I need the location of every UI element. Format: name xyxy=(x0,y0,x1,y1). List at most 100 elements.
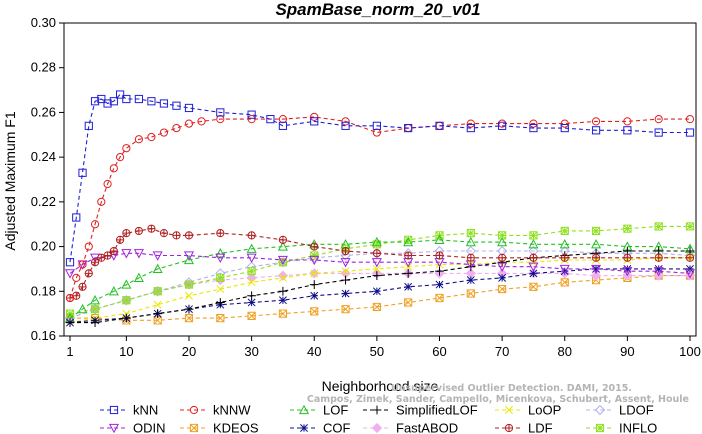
data-point-simplifiedlof xyxy=(121,313,131,323)
data-point-odin xyxy=(371,258,382,268)
data-point-ldf xyxy=(90,258,100,267)
data-point-lof xyxy=(497,236,508,247)
x-tick-label: 30 xyxy=(244,344,258,359)
data-point-knn xyxy=(341,121,350,130)
series-knn xyxy=(65,90,695,267)
x-axis: 1 10 20 30 40 50 60 70 80 90 100 xyxy=(66,336,701,359)
data-point-ldf xyxy=(78,282,87,291)
data-point-odin xyxy=(591,264,602,275)
data-point-loop xyxy=(216,285,225,294)
data-point-fastabod xyxy=(277,270,289,281)
data-point-knn xyxy=(72,213,81,222)
data-point-odin xyxy=(622,267,633,277)
series-line-lof xyxy=(69,239,691,319)
data-point-kdeos xyxy=(310,307,319,316)
data-point-ldf xyxy=(498,253,507,262)
data-point-knn xyxy=(216,108,225,117)
data-point-kdeos xyxy=(560,278,569,287)
data-point-lof xyxy=(465,236,476,247)
legend-marker-kdeos xyxy=(189,423,199,433)
data-point-knn xyxy=(65,258,75,267)
data-point-knnw xyxy=(116,153,125,162)
data-point-ldf xyxy=(591,253,601,262)
data-point-knn xyxy=(560,123,569,133)
data-point-inflo xyxy=(685,222,695,231)
data-point-ldf xyxy=(372,249,381,258)
legend-label: SimplifiedLOF xyxy=(396,403,478,418)
data-point-cof xyxy=(466,276,475,285)
data-point-inflo xyxy=(153,287,162,296)
series-line-fastabod xyxy=(69,272,690,319)
data-point-kdeos xyxy=(247,311,256,320)
data-point-loop xyxy=(341,267,350,276)
data-point-simplifiedlof xyxy=(184,304,194,314)
legend-item-odin: ODIN xyxy=(100,421,166,434)
legend-item-kdeos: KDEOS xyxy=(180,421,259,434)
legend-item-lof: LOF xyxy=(290,403,348,418)
data-point-ldf xyxy=(116,235,125,244)
data-point-knn xyxy=(172,101,181,110)
data-point-kdeos xyxy=(466,289,475,298)
data-point-odin xyxy=(559,264,570,275)
data-point-odin xyxy=(64,269,76,279)
data-point-knnw xyxy=(65,293,75,303)
data-point-cof xyxy=(686,264,694,273)
legend-label: LoOP xyxy=(528,403,561,418)
data-point-knnw xyxy=(197,117,206,126)
series-line-kdeos xyxy=(70,275,690,321)
legend-label: LDOF xyxy=(619,403,654,418)
data-point-knnw xyxy=(122,144,131,153)
data-point-knnw xyxy=(184,119,194,128)
series-line-loop xyxy=(69,257,690,324)
data-point-odin xyxy=(133,249,144,259)
data-point-odin xyxy=(684,269,696,279)
data-point-knnw xyxy=(72,273,81,282)
legend-item-knnw: kNNW xyxy=(180,403,251,418)
data-point-loop xyxy=(247,278,256,287)
x-tick-label: 40 xyxy=(307,344,321,359)
x-tick-label: 90 xyxy=(620,344,634,359)
data-point-odin xyxy=(309,255,320,266)
data-point-knnw xyxy=(591,117,601,126)
data-point-simplifiedlof xyxy=(341,275,350,285)
data-point-knn xyxy=(116,90,125,99)
y-tick-label: 0.28 xyxy=(31,60,56,75)
data-point-ldf xyxy=(122,229,131,238)
data-point-cof xyxy=(372,287,381,296)
data-point-knn xyxy=(372,121,381,130)
data-point-ldof xyxy=(152,286,163,297)
data-point-simplifiedlof xyxy=(403,269,413,278)
data-point-knnw xyxy=(90,220,100,229)
data-point-inflo xyxy=(90,305,100,314)
data-point-ldf xyxy=(147,224,156,233)
data-point-inflo xyxy=(498,231,507,240)
data-point-inflo xyxy=(184,280,194,289)
data-point-inflo xyxy=(529,231,538,240)
data-point-cof xyxy=(623,264,632,273)
data-point-cof xyxy=(529,269,538,278)
legend-marker-ldf xyxy=(504,423,514,433)
legend-marker-lof xyxy=(298,404,310,415)
data-point-cof xyxy=(247,298,256,307)
data-point-inflo xyxy=(122,296,131,305)
data-point-ldf xyxy=(103,251,112,260)
legend-item-knn: kNN xyxy=(100,403,158,418)
chart-title: SpamBase_norm_20_v01 xyxy=(275,0,480,19)
data-point-odin xyxy=(215,253,226,264)
y-tick-label: 0.20 xyxy=(31,239,56,254)
data-point-knn xyxy=(278,121,288,130)
y-tick-label: 0.24 xyxy=(31,149,56,164)
data-point-loop xyxy=(153,300,162,309)
data-point-inflo xyxy=(623,224,632,233)
data-point-kdeos xyxy=(184,314,194,323)
data-point-odin xyxy=(121,249,132,259)
data-point-knn xyxy=(266,115,275,124)
y-axis-label: Adjusted Maximum F1 xyxy=(2,111,18,250)
data-point-ldf xyxy=(341,246,350,256)
data-point-knn xyxy=(623,126,632,135)
data-point-lof xyxy=(277,241,288,251)
legend-marker-knnw xyxy=(189,405,199,415)
legend-marker-odin xyxy=(108,423,120,434)
data-point-knn xyxy=(591,126,601,135)
data-point-ldf xyxy=(134,226,143,236)
